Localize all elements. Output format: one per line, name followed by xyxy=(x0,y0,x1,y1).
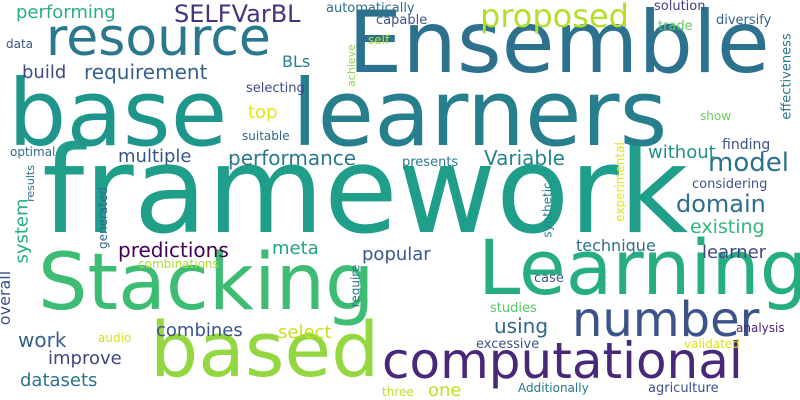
word: presents xyxy=(402,155,459,170)
word: experimental xyxy=(612,142,627,222)
word: considering xyxy=(692,177,768,192)
word: diversify xyxy=(716,13,772,28)
word: overall xyxy=(0,270,15,326)
word: learners xyxy=(292,60,668,167)
word: selecting xyxy=(246,81,305,96)
word: domain xyxy=(676,190,766,218)
word: suitable xyxy=(242,129,290,143)
word: SELFVarBL xyxy=(174,0,301,28)
word: data xyxy=(6,37,34,51)
word: solution xyxy=(654,0,706,14)
word: require xyxy=(348,264,363,308)
word: Additionally xyxy=(518,381,589,395)
word: results xyxy=(23,165,37,202)
word: work xyxy=(18,328,67,352)
word: synthetic xyxy=(540,182,555,238)
word: resource xyxy=(46,8,271,68)
word: base xyxy=(8,60,228,167)
word: self xyxy=(368,33,390,47)
word: performance xyxy=(228,146,357,170)
word: show xyxy=(700,109,732,123)
word: performing xyxy=(16,2,116,23)
word: datasets xyxy=(20,370,98,391)
word: agriculture xyxy=(648,381,719,396)
word: audio xyxy=(98,331,132,345)
word: generated xyxy=(95,187,110,249)
word: excessive xyxy=(476,337,540,352)
word: Stacking xyxy=(38,238,375,328)
word: model xyxy=(708,148,789,178)
word: system xyxy=(11,198,33,264)
word: Variable xyxy=(484,146,565,170)
word: optimal xyxy=(10,145,56,159)
word: Ensemble xyxy=(348,0,770,93)
word: three xyxy=(382,385,414,399)
word: framework xyxy=(42,122,689,261)
word: achieve xyxy=(344,44,358,87)
word: number xyxy=(572,292,760,348)
word: proposed xyxy=(480,0,629,35)
word: analysis xyxy=(736,321,785,335)
word: automatically xyxy=(326,1,415,16)
word: technique xyxy=(576,236,656,255)
word: build xyxy=(22,62,67,83)
word: one xyxy=(428,380,462,400)
word: meta xyxy=(272,238,319,259)
word: finding xyxy=(722,137,771,153)
word: using xyxy=(494,314,549,338)
word: combines xyxy=(156,320,243,341)
word: existing xyxy=(690,216,765,238)
word: validated xyxy=(684,337,740,351)
word: BLs xyxy=(282,52,311,71)
word: Learning xyxy=(478,223,800,312)
word: case xyxy=(534,271,564,286)
word: computational xyxy=(382,332,743,390)
word: improve xyxy=(48,348,122,369)
word: trade xyxy=(658,19,693,34)
word: combinations xyxy=(138,257,219,271)
word: without xyxy=(648,142,716,163)
word: capable xyxy=(376,13,428,28)
word: requirement xyxy=(84,60,208,84)
word: popular xyxy=(362,244,431,265)
word: multiple xyxy=(118,146,192,167)
word: learner xyxy=(702,242,767,263)
word: select xyxy=(278,322,332,343)
word: predictions xyxy=(118,238,229,262)
word: effectiveness xyxy=(779,33,795,120)
word: top xyxy=(248,102,278,123)
word: studies xyxy=(490,301,537,316)
word: based xyxy=(150,305,380,394)
